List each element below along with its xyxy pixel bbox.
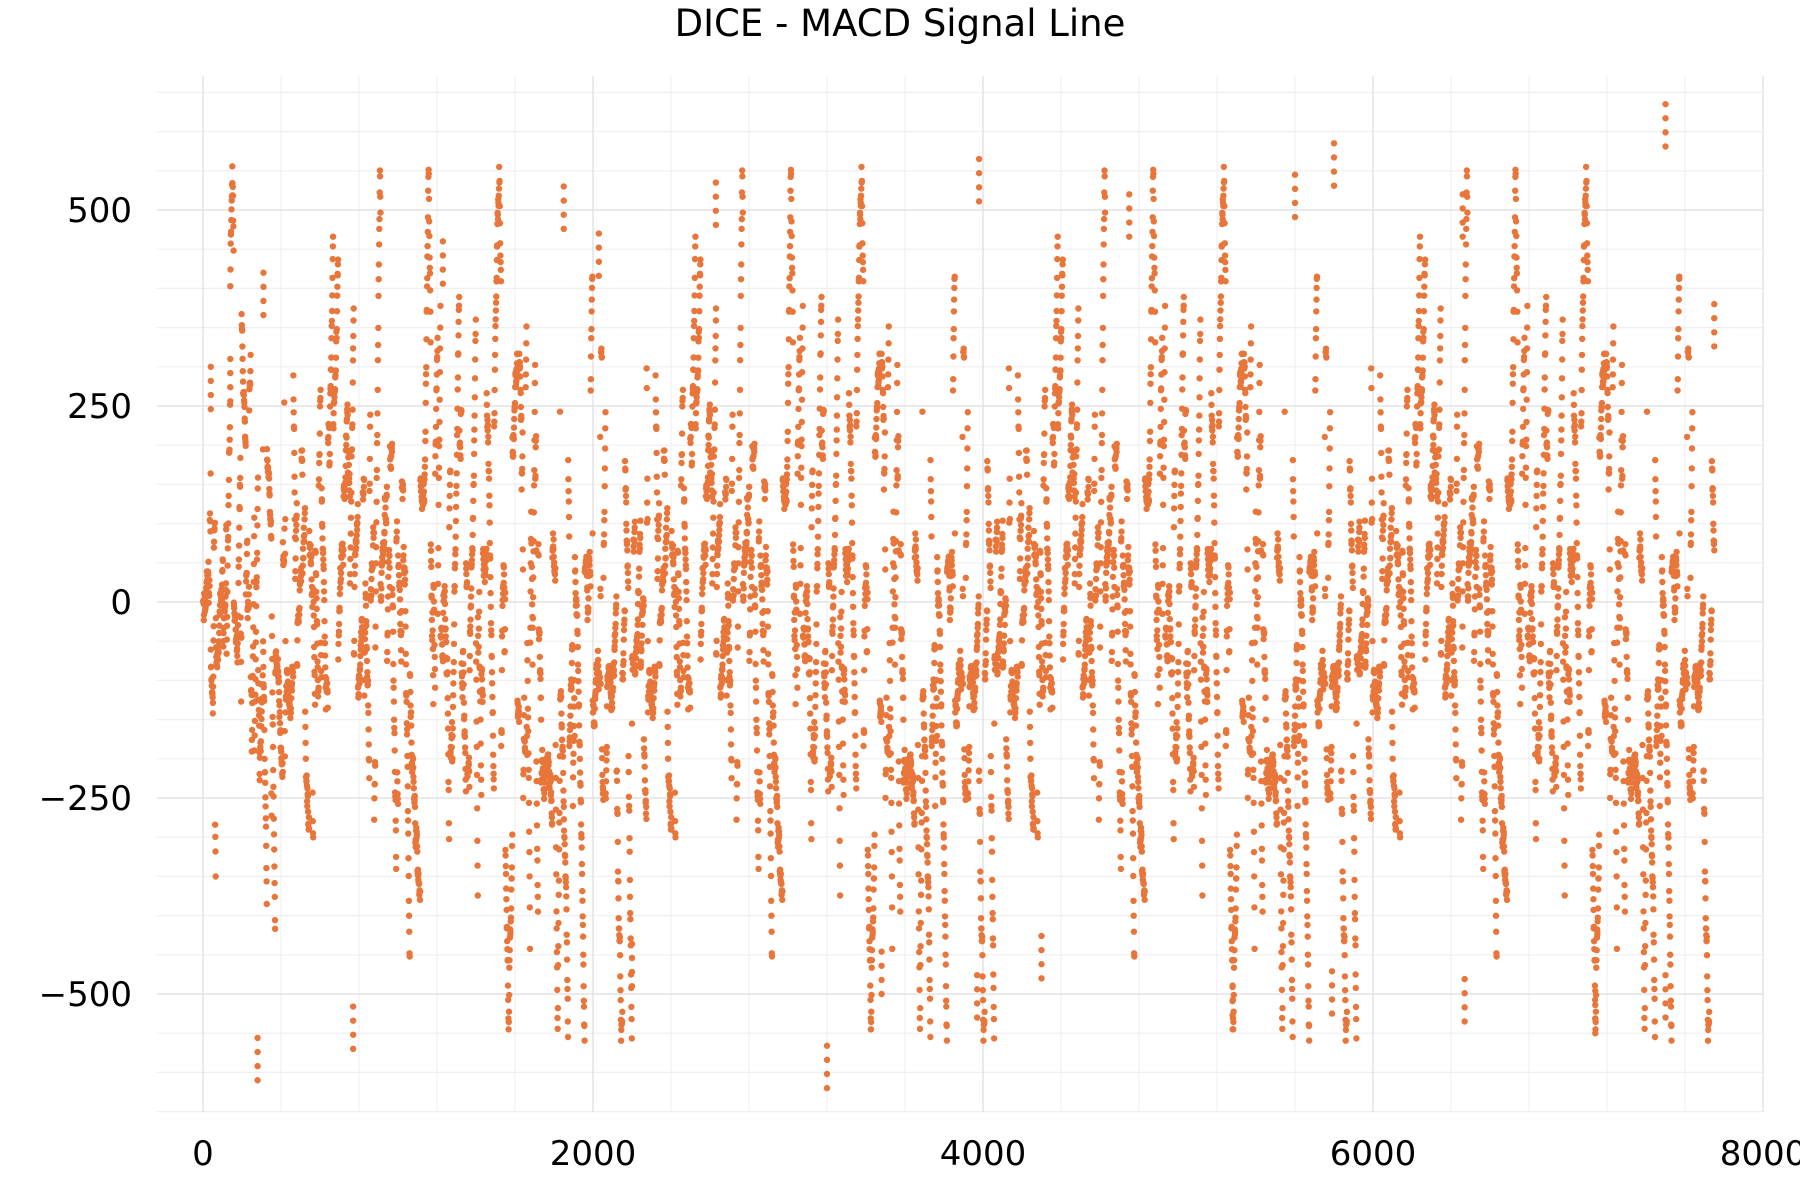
x-tick-label: 0 bbox=[192, 1134, 214, 1174]
data-points bbox=[200, 100, 1718, 1092]
major-gridlines bbox=[157, 76, 1764, 1112]
x-tick-label: 4000 bbox=[940, 1134, 1027, 1174]
x-axis-tick-labels: 0 2000 4000 6000 8000 bbox=[192, 1134, 1800, 1174]
x-tick-label: 2000 bbox=[550, 1134, 637, 1174]
y-tick-label: 0 bbox=[110, 583, 132, 623]
y-tick-label: −500 bbox=[39, 975, 132, 1015]
y-axis-tick-labels: −500 −250 0 250 500 bbox=[39, 191, 132, 1015]
y-tick-label: 250 bbox=[67, 387, 132, 427]
x-tick-label: 8000 bbox=[1720, 1134, 1800, 1174]
y-tick-label: −250 bbox=[39, 779, 132, 819]
y-tick-label: 500 bbox=[67, 191, 132, 231]
x-tick-label: 6000 bbox=[1330, 1134, 1417, 1174]
chart-title: DICE - MACD Signal Line bbox=[674, 2, 1126, 45]
minor-gridlines bbox=[157, 76, 1763, 1113]
